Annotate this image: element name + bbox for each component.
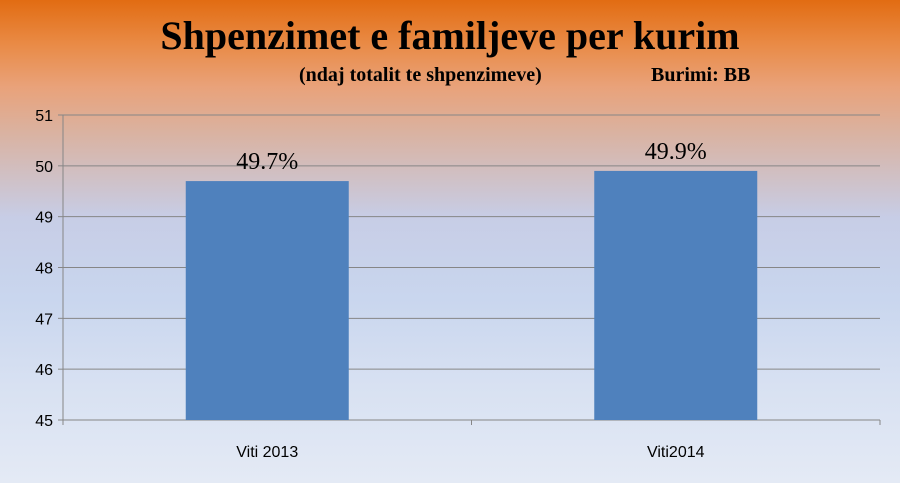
y-tick-label: 49 (35, 210, 53, 227)
y-tick-label: 47 (35, 311, 53, 328)
x-tick-label: Viti2014 (647, 444, 705, 461)
chart-source: Burimi: BB (651, 64, 751, 86)
bar (185, 181, 349, 420)
chart-title: Shpenzimet e familjeve per kurim (160, 13, 740, 58)
y-tick-label: 50 (35, 159, 53, 176)
y-tick-label: 48 (35, 261, 53, 278)
chart-subtitle: (ndaj totalit te shpenzimeve) (299, 64, 542, 86)
data-label: 49.7% (236, 149, 298, 175)
bar (594, 170, 758, 420)
data-label: 49.9% (645, 139, 707, 165)
x-tick-label: Viti 2013 (236, 444, 298, 461)
y-tick-label: 51 (35, 108, 53, 125)
y-tick-label: 46 (35, 362, 53, 379)
y-tick-label: 45 (35, 413, 53, 430)
